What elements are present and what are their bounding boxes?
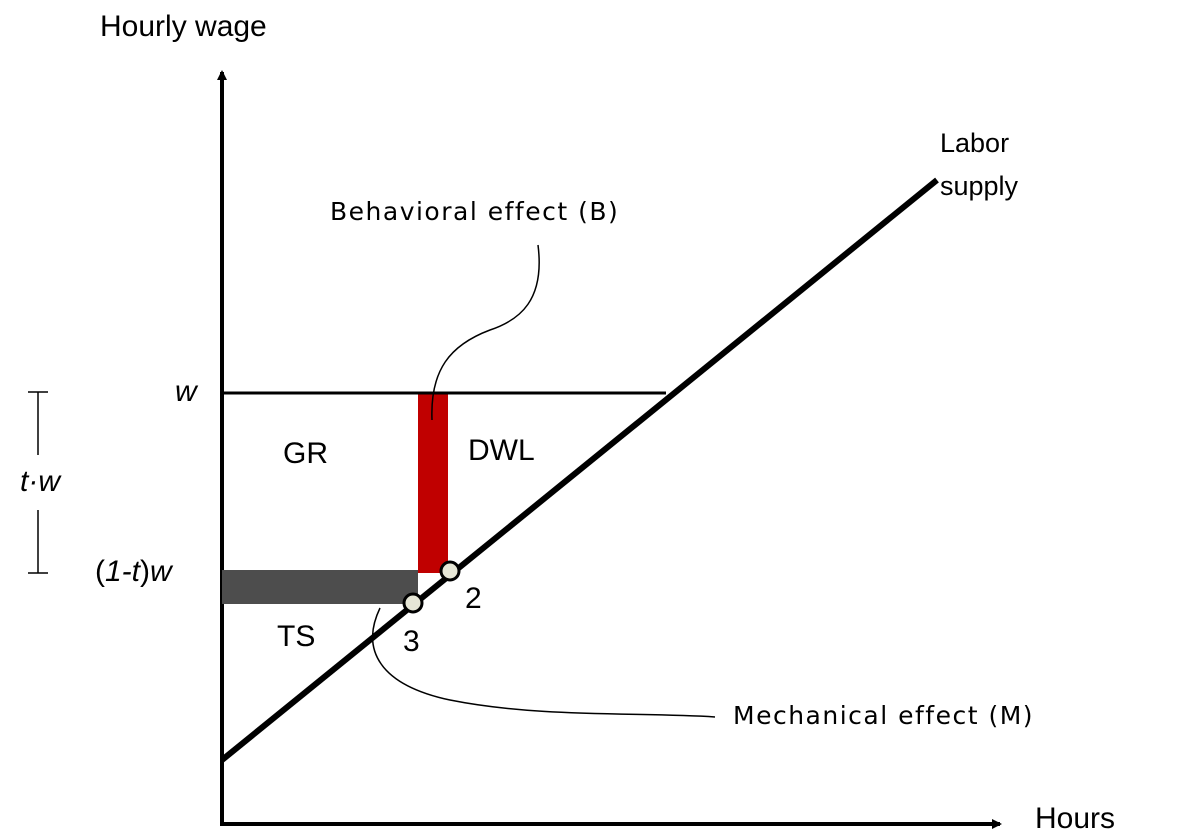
annotation: Behavioral effect (B): [330, 197, 619, 226]
level-label: t·w: [20, 465, 62, 498]
leader-line: [431, 244, 540, 421]
leader-line: [371, 607, 716, 718]
bracket: [28, 391, 48, 574]
y-axis-label: Hourly wage: [100, 10, 267, 43]
x-axis-label: Hours: [1035, 802, 1115, 835]
level-label-part: (: [95, 555, 105, 588]
mechanical-bar: [222, 570, 418, 604]
point: [402, 592, 424, 614]
behavioral-bar: [418, 393, 448, 573]
point: [439, 560, 461, 582]
curve-label: supply: [940, 171, 1019, 201]
level-label: (1-t)w: [95, 555, 174, 588]
point-label: 3: [403, 625, 420, 658]
level-label-part: w: [150, 555, 174, 588]
region-label: GR: [283, 437, 328, 470]
curve-label: Labor: [940, 128, 1009, 158]
level-label-part: 1-t: [105, 555, 142, 588]
region-label: DWL: [468, 434, 535, 467]
annotation: Mechanical effect (M): [733, 701, 1034, 730]
point-label: 2: [465, 582, 482, 615]
labor-supply-line: [220, 177, 939, 763]
region-label: TS: [277, 620, 315, 653]
level-label: w: [175, 375, 199, 408]
level-label-part: ): [140, 555, 150, 588]
